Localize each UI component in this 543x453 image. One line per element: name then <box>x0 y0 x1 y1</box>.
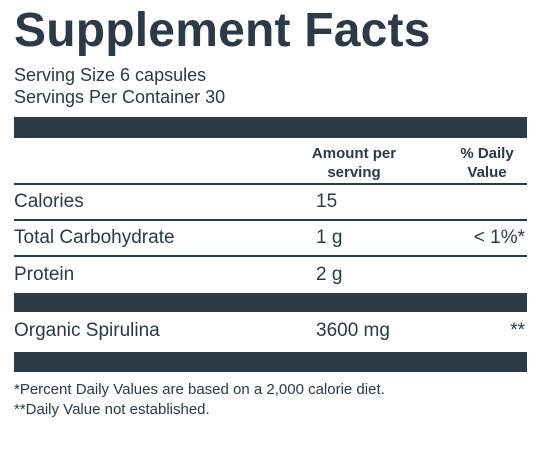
nutrient-amount: 15 <box>316 191 338 212</box>
divider-bar-top <box>14 117 527 138</box>
divider-bar-bottom <box>14 352 527 372</box>
nutrient-name: Protein <box>14 264 75 285</box>
supplement-facts-panel: Supplement Facts Serving Size 6 capsules… <box>0 6 543 453</box>
nutrient-row-total-carbohydrate: Total Carbohydrate 1 g < 1%* <box>14 221 527 257</box>
nutrient-row-calories: Calories 15 <box>14 185 527 221</box>
daily-value-header-line2: Value <box>467 164 507 181</box>
nutrient-row-protein: Protein 2 g <box>14 257 527 293</box>
serving-size: Serving Size 6 capsules <box>14 65 207 85</box>
ingredient-dv: ** <box>510 320 525 341</box>
ingredient-name: Organic Spirulina <box>14 320 160 341</box>
panel-title: Supplement Facts <box>14 4 431 57</box>
ingredient-amount: 3600 mg <box>316 320 390 341</box>
nutrient-amount: 2 g <box>316 264 343 285</box>
amount-header-line1: Amount per <box>311 145 397 162</box>
divider-bar-middle <box>14 293 527 312</box>
amount-header: Amount per serving <box>296 144 426 182</box>
nutrient-dv: < 1%* <box>473 227 525 248</box>
nutrient-amount: 1 g <box>316 227 343 248</box>
column-header-row: Amount per serving % Daily Value <box>14 138 527 185</box>
daily-value-header: % Daily Value <box>426 144 527 182</box>
footnote-dv-not-established: **Daily Value not established. <box>14 401 210 418</box>
ingredient-row-organic-spirulina: Organic Spirulina 3600 mg ** <box>14 312 527 350</box>
footnote-percent-dv: *Percent Daily Values are based on a 2,0… <box>14 381 385 398</box>
daily-value-header-line1: % Daily <box>460 145 514 162</box>
nutrient-name: Total Carbohydrate <box>14 227 175 248</box>
servings-per-container: Servings Per Container 30 <box>14 87 226 107</box>
amount-header-line2: serving <box>327 164 381 181</box>
nutrient-name: Calories <box>14 191 84 212</box>
